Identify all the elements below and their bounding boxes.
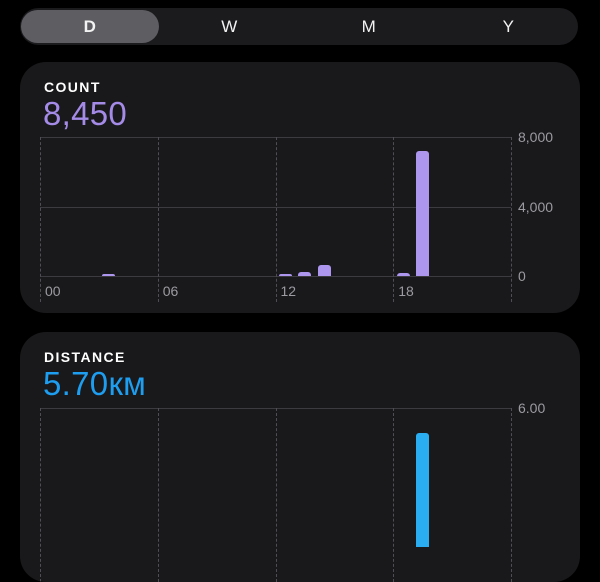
y-axis-label: 0 (518, 268, 526, 284)
bar-hour-12 (278, 273, 292, 276)
x-axis-label-00: 00 (45, 283, 61, 299)
gridline-x-6 (157, 137, 159, 302)
x-axis-label-06: 06 (162, 283, 179, 299)
segment-y[interactable]: Y (502, 16, 514, 36)
gridline-x-0 (40, 408, 41, 582)
x-axis-label-18: 18 (398, 283, 414, 299)
y-axis-label: 8,000 (518, 129, 554, 145)
gridline-x-12 (275, 408, 277, 582)
segment-m[interactable]: M (361, 16, 376, 36)
y-axis-label: 4,000 (518, 198, 554, 215)
gridline-x-24 (511, 408, 512, 582)
gridline-x-18 (393, 137, 395, 302)
bar-hour-14 (318, 265, 332, 276)
count-card-value: 8,450 (43, 95, 128, 132)
y-axis-label: 6.00 (518, 400, 546, 416)
gridline-x-18 (393, 408, 395, 582)
segment-d[interactable]: D (21, 10, 159, 43)
gridline-x-6 (157, 408, 159, 582)
distance-value-number: 5.70 (43, 365, 109, 402)
distance-value-unit: км (108, 365, 147, 402)
gridline-x-12 (275, 137, 277, 302)
bar-hour-13 (298, 272, 312, 276)
gridline-x-0 (40, 137, 41, 302)
gridline-x-24 (511, 137, 512, 302)
bar-hour-19 (416, 433, 430, 547)
bar-hour-19 (416, 150, 430, 276)
segment-w[interactable]: W (221, 16, 238, 36)
distance-card-title: DISTANCE (44, 349, 126, 365)
count-card[interactable]: 0 4,000 8,000 00 06 12 18 COUNT 8,450 (20, 62, 580, 313)
count-card-title: COUNT (44, 79, 101, 95)
bar-hour-3 (102, 274, 116, 276)
bar-hour-18 (396, 273, 410, 276)
count-chart: 0 4,000 8,000 00 06 12 18 (20, 62, 580, 313)
distance-card[interactable]: 6.00 DISTANCE 5.70км (20, 332, 580, 582)
x-axis-label-12: 12 (280, 283, 297, 299)
distance-card-value: 5.70км (43, 365, 146, 403)
